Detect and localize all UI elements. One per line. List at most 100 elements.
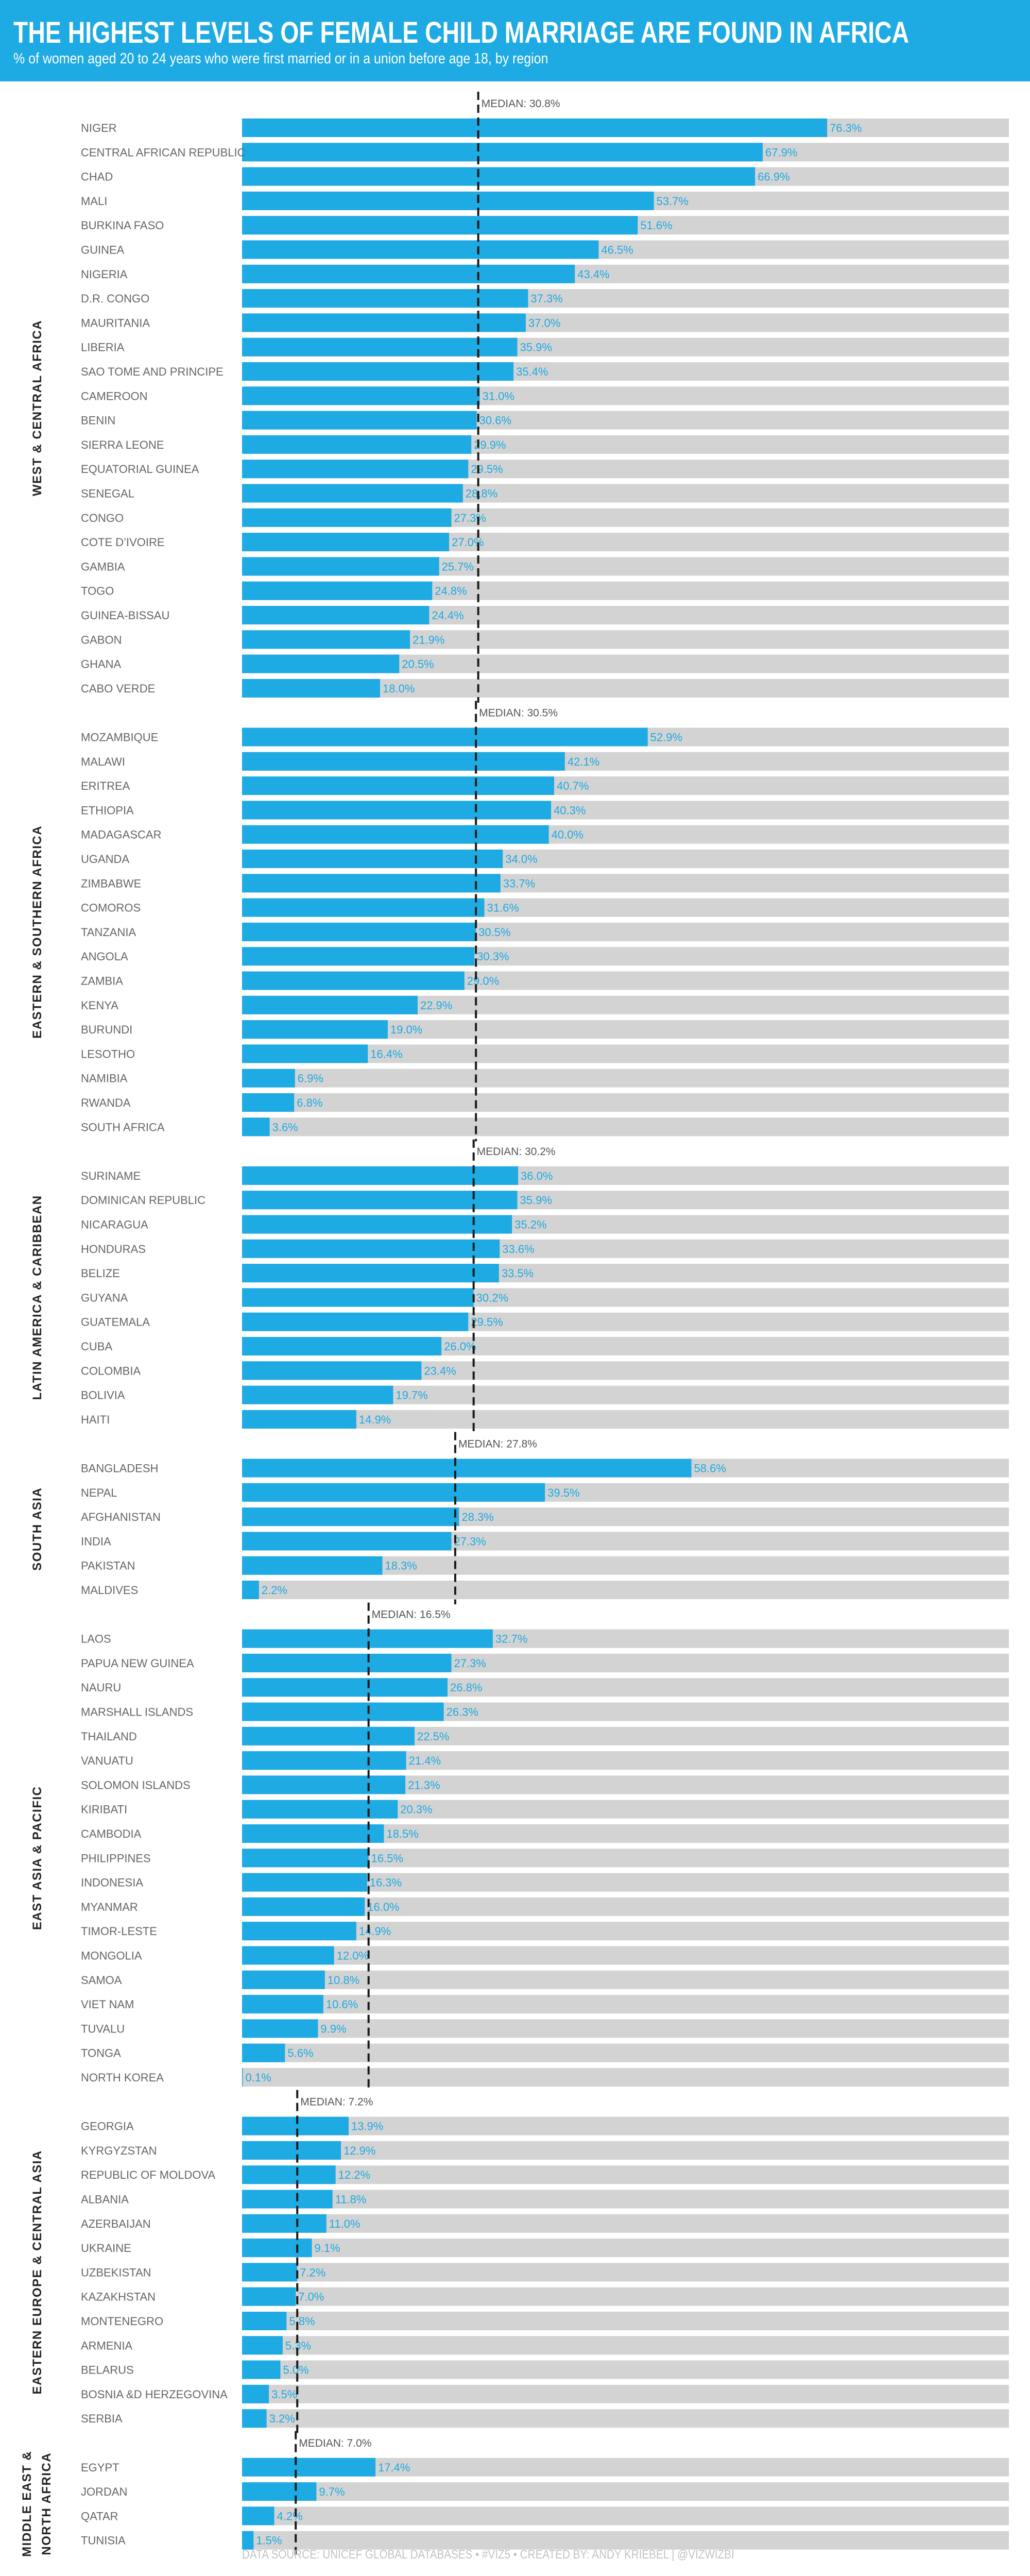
value-label: 29.0% [467, 975, 499, 988]
value-label: 34.0% [505, 853, 537, 866]
country-label: GABON [81, 633, 122, 646]
bar-track [242, 1117, 1009, 1137]
value-label: 37.3% [530, 292, 562, 305]
value-label: 10.8% [328, 1974, 359, 1987]
value-label: 28.8% [466, 487, 497, 500]
country-label: COMOROS [81, 902, 141, 914]
country-label: BURKINA FASO [81, 219, 164, 232]
value-label: 53.7% [657, 195, 689, 208]
value-label: 22.5% [417, 1730, 449, 1743]
bar-track [242, 2116, 1009, 2136]
value-label: 25.7% [442, 560, 474, 573]
value-label: 52.9% [650, 731, 682, 744]
header-banner: THE HIGHEST LEVELS OF FEMALE CHILD MARRI… [0, 0, 1030, 81]
value-label: 6.9% [298, 1072, 323, 1085]
chart-title: THE HIGHEST LEVELS OF FEMALE CHILD MARRI… [13, 16, 909, 49]
bar-cuba [242, 1337, 442, 1355]
bar-sierra-leone [242, 435, 472, 454]
country-label: LIBERIA [81, 341, 125, 354]
value-label: 26.3% [447, 1706, 478, 1719]
bar-congo [242, 508, 452, 527]
bar-track [242, 2506, 1009, 2526]
bar-haiti [242, 1410, 356, 1429]
value-label: 13.9% [351, 2120, 383, 2133]
bar-benin [242, 411, 477, 430]
region-label: LATIN AMERICA & CARIBBEAN [30, 1195, 44, 1400]
bar-thailand [242, 1726, 415, 1745]
value-label: 14.9% [359, 1413, 391, 1426]
bar-nepal [242, 1483, 545, 1502]
bar-maldives [242, 1581, 259, 1599]
country-label: VIET NAM [81, 1998, 134, 2011]
value-label: 76.3% [830, 122, 862, 134]
value-label: 35.2% [514, 1218, 546, 1231]
bar-burundi [242, 1020, 388, 1039]
bar-serbia [242, 2409, 267, 2428]
bar-mali [242, 191, 654, 210]
country-label: CHAD [81, 171, 113, 183]
bar-central-african-republic [242, 143, 763, 162]
bar-bolivia [242, 1385, 393, 1404]
value-label: 10.6% [326, 1998, 358, 2011]
country-label: GHANA [81, 658, 122, 671]
country-label: MARSHALL ISLANDS [81, 1706, 193, 1719]
value-label: 18.3% [385, 1560, 417, 1572]
country-label: SOUTH AFRICA [81, 1121, 165, 1133]
value-label: 3.5% [271, 2388, 297, 2401]
value-label: 7.2% [300, 2266, 325, 2279]
value-label: 12.0% [337, 1950, 369, 1962]
median-label: MEDIAN: 27.8% [458, 1438, 537, 1450]
bar-track [242, 1581, 1009, 1599]
country-label: MALI [81, 195, 107, 208]
country-label: MONTENEGRO [81, 2315, 163, 2328]
country-label: SAMOA [81, 1974, 122, 1987]
value-label: 23.4% [424, 1364, 456, 1377]
bar-liberia [242, 337, 518, 357]
value-label: 26.8% [450, 1681, 482, 1694]
bar-track [242, 2190, 1009, 2209]
value-label: 30.6% [479, 414, 511, 427]
bar-afghanistan [242, 1507, 459, 1527]
value-label: 27.3% [454, 1535, 486, 1548]
bar-track [242, 2068, 1009, 2087]
bar-ukraine [242, 2239, 312, 2258]
bar-eritrea [242, 776, 555, 795]
region-label: EASTERN & SOUTHERN AFRICA [30, 825, 44, 1039]
country-label: NICARAGUA [81, 1218, 148, 1231]
value-label: 36.0% [521, 1170, 553, 1182]
country-label: AZERBAIJAN [81, 2217, 151, 2230]
country-label: SAO TOME AND PRINCIPE [81, 365, 224, 378]
value-label: 7.0% [298, 2291, 324, 2303]
value-label: 3.2% [269, 2412, 295, 2425]
value-label: 5.0% [283, 2364, 308, 2377]
bar-tanzania [242, 922, 476, 941]
bar-timor-leste [242, 1922, 356, 1941]
country-label: MYANMAR [81, 1901, 138, 1913]
country-label: RWANDA [81, 1096, 131, 1109]
bar-equatorial-guinea [242, 460, 469, 479]
bar-republic-of-moldova [242, 2165, 336, 2184]
bar-track [242, 1922, 1009, 1941]
bar-kyrgyzstan [242, 2141, 341, 2160]
bar-track [242, 1410, 1009, 1429]
chart-subtitle: % of women aged 20 to 24 years who were … [13, 50, 548, 67]
bar-track [242, 1970, 1009, 1989]
country-label: UKRAINE [81, 2242, 131, 2255]
country-label: BENIN [81, 414, 115, 427]
bar-rwanda [242, 1093, 295, 1112]
value-label: 9.1% [314, 2242, 340, 2255]
country-label: VANUATU [81, 1754, 133, 1767]
bar-jordan [242, 2482, 317, 2501]
median-label: MEDIAN: 30.8% [482, 98, 560, 110]
country-label: TOGO [81, 585, 114, 598]
country-label: AFGHANISTAN [81, 1511, 161, 1523]
country-label: PAKISTAN [81, 1560, 135, 1572]
value-label: 26.0% [444, 1340, 476, 1353]
bar-track [242, 2287, 1009, 2306]
bar-tunisia [242, 2531, 254, 2550]
region-label: EASTERN EUROPE & CENTRAL ASIA [30, 2150, 44, 2394]
bar-track [242, 2384, 1009, 2403]
country-label: NIGERIA [81, 268, 128, 281]
country-label: GEORGIA [81, 2120, 134, 2133]
bar-indonesia [242, 1873, 367, 1892]
